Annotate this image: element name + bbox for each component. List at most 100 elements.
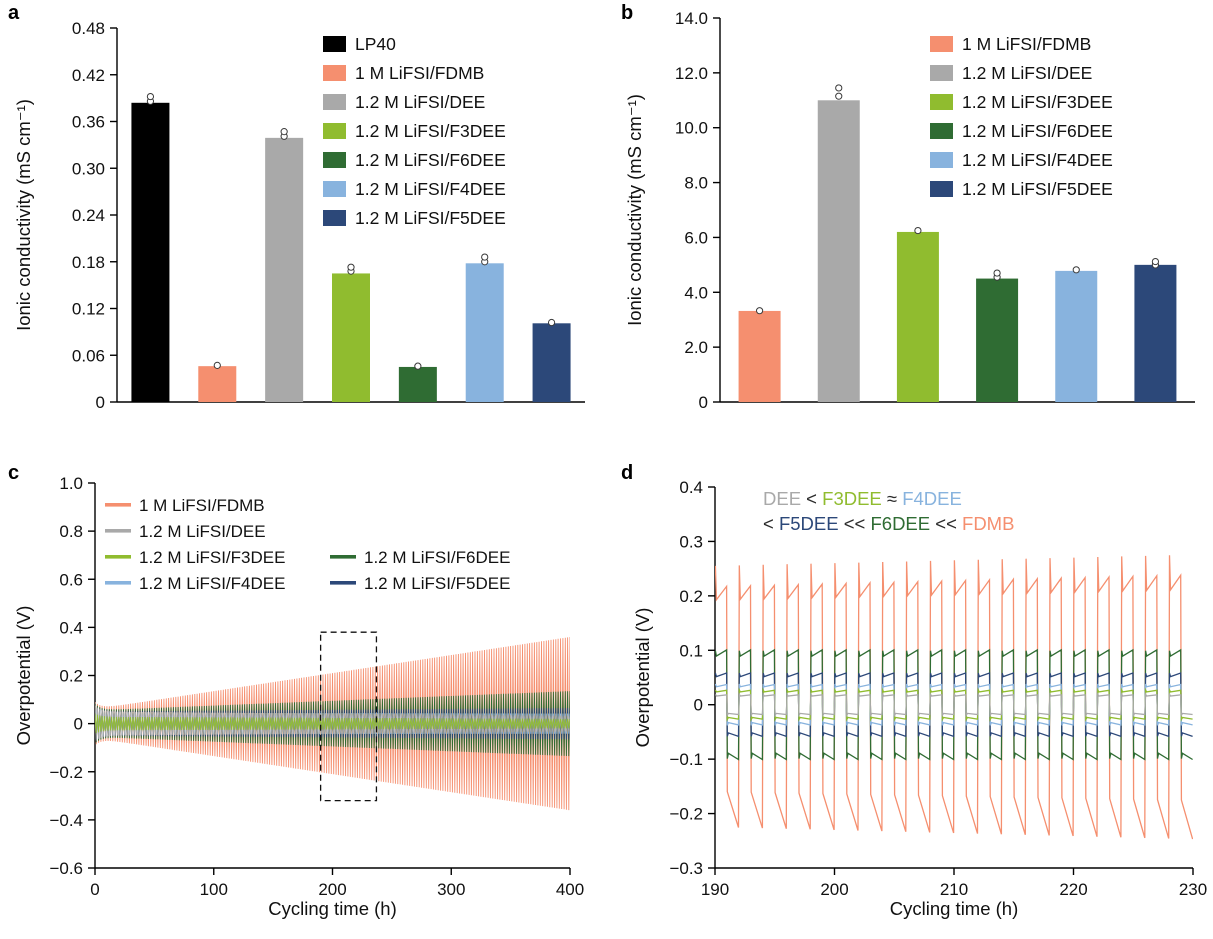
legend-swatch [323,210,346,226]
annotation-segment: F4DEE [902,488,962,509]
y-tick-label: −0.2 [49,763,83,782]
legend-swatch [323,65,346,81]
ionic-conductivity-chart-low: 0.48 0.42 0.36 0.30 0.24 0.18 0.12 0.06 0 Ionic c… [13,19,585,412]
y-tick-label: 14.0 [675,9,708,28]
legend-label: 1.2 M LiFSI/F4DEE [139,574,285,593]
panel-c: c 1.0 0.8 0.6 0.4 0.2 0 −0.2 −0.4 −0.6 0 100 200 300… [0,460,600,939]
legend-swatch [930,94,953,110]
legend-swatch [323,181,346,197]
legend-label: 1.2 M LiFSI/F6DEE [962,121,1113,141]
x-tick-label: 210 [940,880,968,899]
annotation-segment: DEE [763,488,802,509]
legend-swatch [105,503,131,507]
legend-label: 1.2 M LiFSI/F4DEE [962,150,1113,170]
bar [1134,264,1177,402]
legend-label: 1.2 M LiFSI/DEE [139,522,266,541]
y-tick-label: 0.48 [72,19,105,38]
x-tick-label: 230 [1179,880,1207,899]
annotation-segment: << [838,513,871,534]
legend-swatch [323,94,346,110]
data-point [280,128,288,136]
y-tick-label: 0.8 [59,522,83,541]
y-tick-label: 0 [694,696,703,715]
data-point [993,269,1001,277]
panel-letter-a: a [8,2,20,24]
bar [398,366,437,402]
panel-d: d DEE < F3DEE ≈ F4DEE < F5DEE << F6DEE <<… [613,460,1213,939]
y-tick-label: 0.1 [679,641,703,660]
bars [738,84,1177,403]
data-point [755,307,764,315]
x-tick-label: 190 [701,880,729,899]
y-tick-label: 0.06 [72,346,105,365]
annotation-segment: < [763,513,779,534]
axis-ticks: 1.0 0.8 0.6 0.4 0.2 0 −0.2 −0.4 −0.6 0 100 200 300 40… [49,474,584,899]
y-tick-label: 0 [96,393,105,412]
bar [896,231,939,402]
bar [532,323,571,402]
data-point [146,92,155,101]
legend-label: 1.2 M LiFSI/F5DEE [364,574,510,593]
panel-a: a 0.48 0.42 0.36 0.30 0.24 0.18 0.12 0.06 0 Ionic… [0,0,600,440]
x-tick-label: 300 [437,880,465,899]
legend-label: 1.2 M LiFSI/F3DEE [139,548,285,567]
data-point [1151,257,1160,266]
y-tick-label: 12.0 [675,64,708,83]
annotation-segment: FDMB [962,513,1015,534]
legend-label: 1.2 M LiFSI/F5DEE [355,208,506,228]
axes [719,18,1195,403]
data-point [481,253,489,261]
legend-label: 1.2 M LiFSI/F5DEE [962,179,1113,199]
y-tick-label: 0.3 [679,532,703,551]
y-axis-title: Ionic conductivity (mS cm⁻¹) [13,99,34,331]
x-tick-label: 200 [820,880,848,899]
panel-letter-c: c [8,462,20,484]
y-tick-label: 1.0 [59,474,83,493]
y-tick-label: 4.0 [684,283,708,302]
legend: 1 M LiFSI/FDMB 1.2 M LiFSI/DEE 1.2 M LiFSI… [930,34,1113,199]
bar [817,100,860,403]
annotation-segment: F6DEE [870,513,931,534]
y-tick-label: 8.0 [684,174,708,193]
series-traces [715,555,1193,840]
series-traces [95,636,570,811]
overpotential-cycling-chart: 1.0 0.8 0.6 0.4 0.2 0 −0.2 −0.4 −0.6 0 100 200 300 40… [13,474,584,919]
legend: 1 M LiFSI/FDMB 1.2 M LiFSI/DEE 1.2 M LiFSI… [105,496,510,593]
series-trace [715,692,1193,718]
legend-swatch [930,65,953,81]
data-point [835,84,843,92]
y-tick-label: 0.4 [679,478,703,497]
legend-label: 1.2 M LiFSI/F6DEE [364,548,510,567]
x-tick-label: 100 [200,880,228,899]
bar [265,137,304,403]
y-tick-label: 0 [74,715,83,734]
y-tick-label: 2.0 [684,338,708,357]
legend-swatch [330,581,356,585]
legend-swatch [930,36,953,52]
y-tick-label: −0.1 [669,750,703,769]
legend-swatch [323,152,346,168]
legend-label: 1 M LiFSI/FDMB [355,63,484,83]
legend-swatch [930,152,953,168]
legend-label: LP40 [355,34,396,54]
legend-label: 1 M LiFSI/FDMB [139,496,265,515]
legend-label: 1.2 M LiFSI/F3DEE [962,92,1113,112]
bar [976,278,1019,402]
bar [1055,270,1098,402]
y-tick-label: 0 [699,393,708,412]
y-tick-label: 0.36 [72,113,105,132]
y-tick-label: 0.30 [72,159,105,178]
x-tick-label: 0 [90,880,99,899]
legend-swatch [105,581,131,585]
legend-label: 1.2 M LiFSI/DEE [962,63,1092,83]
legend-label: 1.2 M LiFSI/F4DEE [355,179,506,199]
legend-label: 1.2 M LiFSI/DEE [355,92,485,112]
data-point [914,226,922,235]
legend: LP40 1 M LiFSI/FDMB 1.2 M LiFSI/DEE 1.2 M L… [323,34,506,228]
overpotential-zoom-chart: 0.4 0.3 0.2 0.1 0 −0.1 −0.2 −0.3 190 200 210 220 230… [632,478,1207,919]
y-tick-label: −0.6 [49,859,83,878]
panel-letter-b: b [621,2,634,24]
x-tick-label: 220 [1059,880,1087,899]
data-point [414,362,422,370]
panel-b: b 14.0 12.0 10.0 8.0 6.0 4.0 2.0 0 Ionic conduct… [613,0,1213,440]
